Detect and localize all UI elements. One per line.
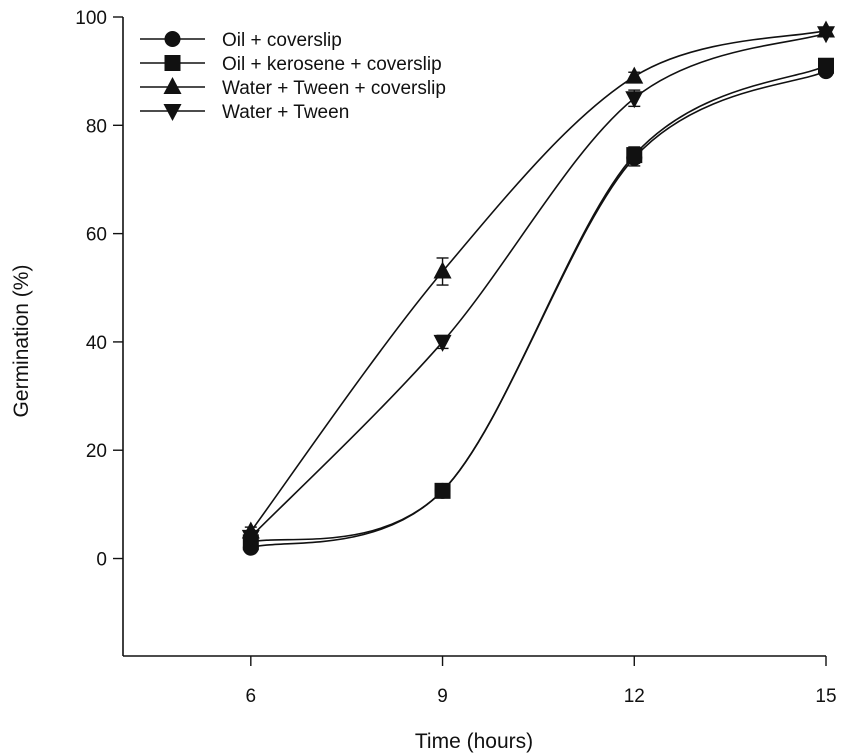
- legend-item: Water + Tween + coverslip: [140, 77, 446, 99]
- data-point: [433, 261, 452, 279]
- x-tick-label: 12: [624, 686, 645, 707]
- legend-marker: [163, 104, 182, 121]
- legend-marker: [164, 31, 181, 47]
- data-point: [625, 66, 644, 84]
- x-axis-title: Time (hours): [415, 730, 533, 753]
- x-tick-label: 6: [246, 686, 257, 707]
- y-axis-title: Germination (%): [10, 265, 33, 418]
- series-line: [250, 32, 827, 538]
- legend-marker: [164, 55, 181, 71]
- data-point: [241, 529, 260, 547]
- series-line: [250, 29, 827, 532]
- y-tick-label: 100: [75, 8, 107, 29]
- legend-label: Oil + kerosene + coverslip: [222, 54, 442, 75]
- data-point: [818, 57, 834, 74]
- legend: Oil + coverslip Oil + kerosene + coversli…: [140, 30, 446, 123]
- data-point: [433, 334, 452, 352]
- legend-item: Oil + kerosene + coverslip: [140, 54, 442, 75]
- y-tick-label: 40: [86, 333, 107, 354]
- legend-marker: [163, 77, 182, 94]
- plot-area: [241, 20, 835, 556]
- series-line: [250, 70, 827, 549]
- data-point: [626, 147, 643, 164]
- y-tick-label: 0: [96, 550, 107, 571]
- legend-label: Water + Tween: [222, 102, 349, 123]
- series-line: [250, 65, 827, 544]
- legend-label: Water + Tween + coverslip: [222, 78, 446, 99]
- data-point: [625, 91, 644, 109]
- x-tick-label: 9: [437, 686, 448, 707]
- data-point: [434, 482, 451, 499]
- legend-item: Oil + coverslip: [140, 30, 342, 51]
- axes: 0 20 40 60 80 100 6 9 12 15: [75, 8, 836, 707]
- legend-label: Oil + coverslip: [222, 30, 342, 51]
- data-point: [817, 26, 835, 44]
- series-4: [241, 26, 835, 547]
- legend-item: Water + Tween: [140, 102, 349, 123]
- x-tick-label: 15: [815, 686, 836, 707]
- y-tick-label: 80: [86, 116, 107, 137]
- series-1: [242, 63, 834, 556]
- y-tick-label: 20: [86, 441, 107, 462]
- series-2: [242, 57, 834, 551]
- y-tick-label: 60: [86, 225, 107, 246]
